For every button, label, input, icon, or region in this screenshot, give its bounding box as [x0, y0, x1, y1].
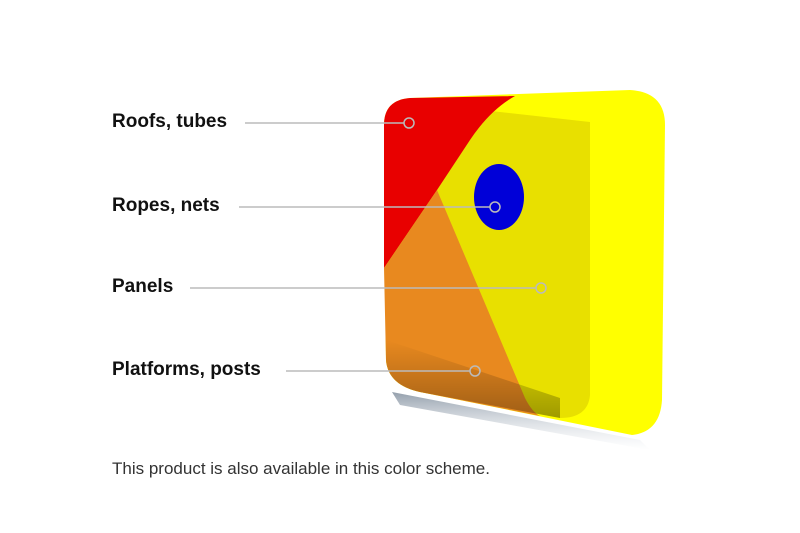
cube-front-face — [384, 96, 590, 418]
marker-panels — [535, 282, 547, 294]
leader-lines — [190, 117, 547, 377]
marker-roofs — [403, 117, 415, 129]
cube-shadow — [392, 392, 650, 450]
bottom-shade — [386, 340, 560, 418]
label-ropes-nets: Ropes, nets — [112, 195, 220, 216]
marker-platforms — [469, 365, 481, 377]
label-platforms-posts: Platforms, posts — [112, 359, 261, 380]
label-panels: Panels — [112, 276, 174, 297]
ropes-region — [474, 164, 524, 230]
marker-ropes — [489, 201, 501, 213]
roofs-region — [384, 96, 515, 268]
label-roofs-tubes: Roofs, tubes — [112, 111, 228, 132]
availability-note: This product is also available in this c… — [112, 459, 490, 478]
